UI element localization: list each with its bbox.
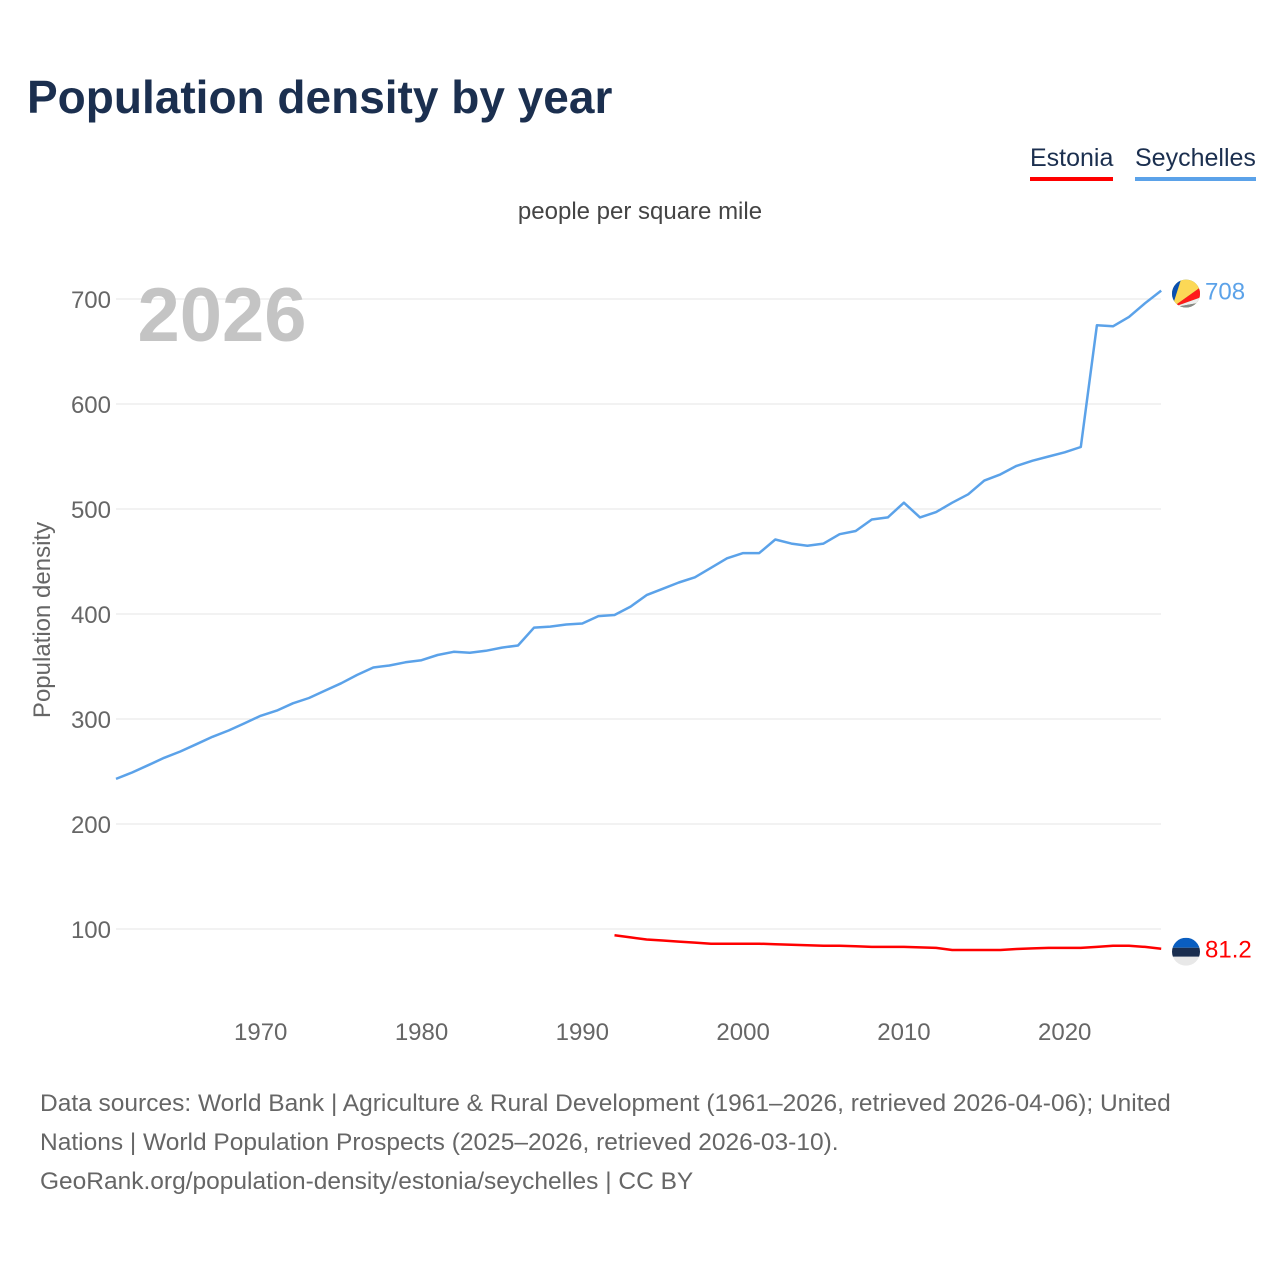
y-tick-label: 100 — [71, 917, 111, 944]
series-line-seychelles — [115, 289, 1162, 781]
y-tick-label: 500 — [71, 497, 111, 524]
y-tick-label: 200 — [71, 812, 111, 839]
legend-estonia[interactable]: Estonia — [1030, 144, 1114, 181]
series-line-estonia — [614, 934, 1162, 952]
y-tick-label: 700 — [71, 287, 111, 314]
x-tick-label: 2000 — [716, 1019, 769, 1046]
x-tick-label: 2010 — [877, 1019, 930, 1046]
source-line: Data sources: World Bank | Agriculture &… — [40, 1090, 1171, 1156]
x-tick-label: 2020 — [1038, 1019, 1091, 1046]
chart-title: Population density by year — [27, 71, 613, 123]
y-axis-label: Population density — [29, 522, 56, 718]
end-label-seychelles: 708 — [1205, 279, 1245, 306]
end-label-estonia: 81.2 — [1205, 937, 1252, 964]
x-tick-label: 1990 — [556, 1019, 609, 1046]
x-tick-label: 1980 — [395, 1019, 448, 1046]
source-note: Data sources: World Bank | Agriculture &… — [40, 1084, 1250, 1201]
chart-subtitle: people per square mile — [517, 198, 763, 225]
y-tick-label: 600 — [71, 392, 111, 419]
flag-estonia-icon — [1172, 937, 1200, 966]
y-tick-label: 300 — [71, 707, 111, 734]
source-link[interactable]: GeoRank.org/population-density/estonia/s… — [40, 1168, 694, 1195]
y-tick-label: 400 — [71, 602, 111, 629]
line-chart: 100 200 300 400 500 600 700 1970 1980 1990 2000 201… — [29, 273, 1252, 1046]
flag-seychelles-icon — [1172, 279, 1200, 308]
legend-seychelles[interactable]: Seychelles — [1135, 144, 1256, 181]
x-tick-label: 1970 — [234, 1019, 287, 1046]
year-watermark: 2026 — [137, 273, 306, 358]
